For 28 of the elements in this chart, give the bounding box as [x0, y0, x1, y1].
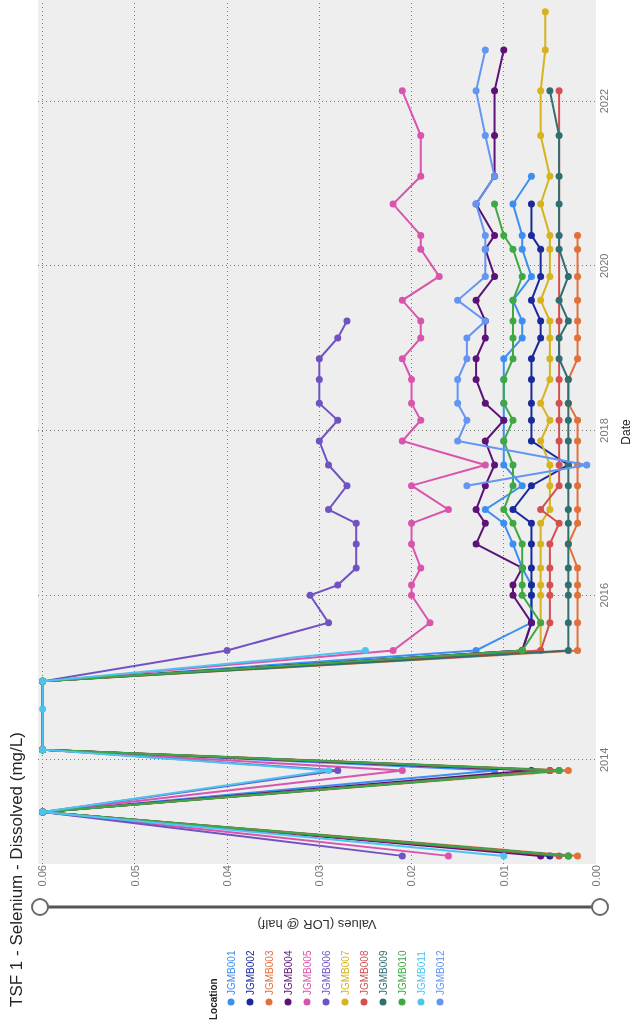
y-tick-label: 2016	[598, 583, 610, 608]
x-axis-title: Values (LOR @ half)	[257, 917, 377, 932]
text: JGMB010	[396, 950, 408, 995]
y-tick-label: 2018	[598, 418, 610, 443]
text: JGMB006	[320, 950, 332, 995]
x-tick-label: 0.04	[220, 865, 233, 887]
text: JGMB007	[339, 950, 351, 995]
x-tick-label: 0.00	[589, 865, 602, 887]
legend-title: Location	[207, 978, 219, 1020]
text: JGMB009	[377, 950, 389, 995]
text: JGMB005	[301, 950, 313, 995]
text: JGMB008	[358, 950, 370, 995]
text: JGMB012	[434, 950, 446, 995]
text: JGMB003	[263, 950, 275, 995]
y-axis-title: Date	[618, 419, 633, 445]
text: JGMB002	[244, 950, 256, 995]
text: JGMB004	[282, 950, 294, 995]
y-tick-label: 2022	[598, 88, 610, 114]
text: JGMB001	[225, 950, 237, 995]
x-tick-label: 0.03	[313, 865, 326, 887]
text: JGMB011	[415, 950, 427, 995]
x-tick-label: 0.01	[497, 865, 510, 887]
y-tick-label: 2020	[598, 253, 610, 279]
x-tick-label: 0.05	[128, 865, 141, 887]
text: TSF 1 - Selenium - Dissolved (mg/L)	[6, 732, 26, 1007]
x-tick-label: 0.06	[36, 865, 49, 887]
y-tick-label: 2014	[598, 747, 610, 773]
x-tick-label: 0.02	[405, 865, 418, 887]
